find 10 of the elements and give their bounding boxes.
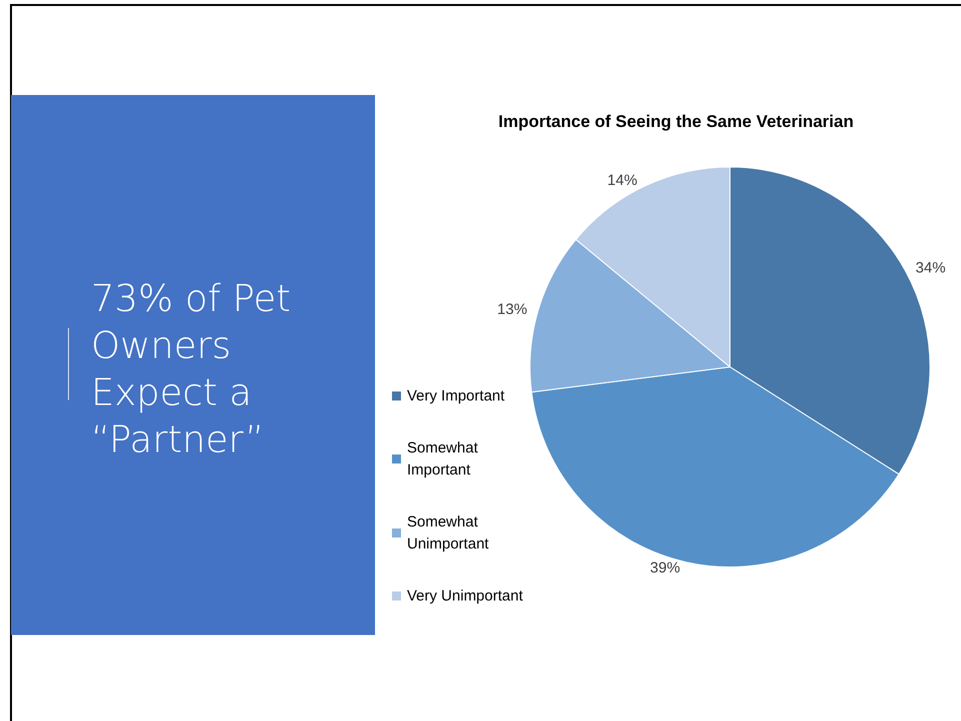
legend-label: Very Important [407, 388, 506, 404]
chart-title: Importance of Seeing the Same Veterinarian [498, 112, 854, 131]
data-label: 13% [497, 301, 528, 318]
legend-label: Somewhat Important [407, 440, 482, 478]
legend-label: Very Unimportant [407, 588, 524, 604]
data-label: 39% [650, 560, 680, 577]
legend-label: Somewhat Unimportant [407, 514, 490, 552]
text: 73% of Pet Owners Expect a “Partner” [91, 276, 292, 463]
data-label: 34% [916, 259, 946, 276]
data-label: 14% [607, 172, 638, 190]
